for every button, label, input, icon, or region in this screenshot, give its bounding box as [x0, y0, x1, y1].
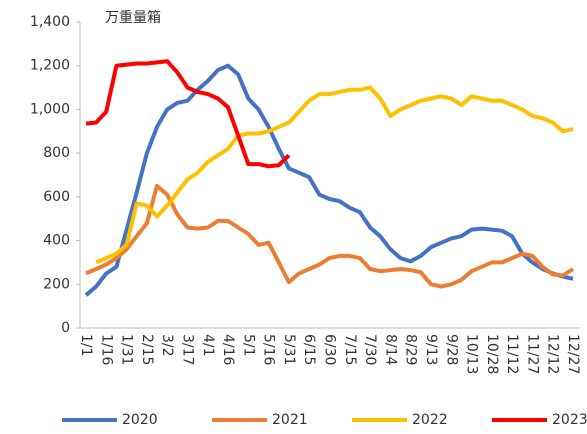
x-tick-label: 8/14 — [382, 334, 398, 366]
y-tick-label: 1,200 — [30, 58, 70, 74]
x-tick-label: 7/15 — [342, 334, 358, 365]
x-tick-label: 5/1 — [240, 334, 256, 357]
x-tick-label: 9/13 — [423, 334, 439, 365]
y-tick-label: 1,000 — [30, 101, 70, 117]
legend-label: 2021 — [272, 412, 308, 428]
x-tick-label: 1/16 — [98, 334, 114, 366]
x-tick-label: 2/15 — [139, 334, 155, 365]
y-tick-label: 0 — [61, 320, 70, 336]
y-tick-label: 600 — [43, 189, 70, 205]
x-tick-label: 1/31 — [119, 334, 135, 365]
annotation: 万重量箱 — [105, 10, 161, 26]
y-tick-label: 1,400 — [30, 14, 70, 30]
series-line — [85, 183, 575, 289]
legend-label: 2020 — [122, 412, 158, 428]
y-tick-label: 400 — [43, 233, 70, 249]
series-line — [85, 59, 291, 169]
x-tick-label: 5/16 — [261, 334, 277, 366]
x-tick-label: 10/28 — [484, 334, 500, 374]
legend-label: 2022 — [412, 412, 448, 428]
y-tick-label: 800 — [43, 145, 70, 161]
x-tick-label: 9/28 — [443, 334, 459, 365]
x-tick-label: 4/16 — [220, 334, 236, 366]
series-line — [84, 63, 574, 297]
x-tick-label: 7/30 — [362, 334, 378, 365]
x-tick-label: 6/30 — [322, 334, 338, 365]
x-tick-label: 4/1 — [200, 334, 216, 357]
x-tick-label: 10/13 — [464, 334, 480, 374]
x-tick-label: 3/2 — [159, 334, 175, 357]
x-tick-label: 8/29 — [403, 334, 419, 365]
x-tick-label: 11/12 — [504, 334, 520, 374]
x-tick-label: 12/12 — [545, 334, 561, 374]
series-line — [95, 85, 574, 265]
x-tick-label: 1/1 — [78, 334, 94, 357]
x-tick-label: 5/31 — [281, 334, 297, 365]
legend-label: 2023 — [552, 412, 587, 428]
x-tick-label: 12/27 — [565, 334, 581, 374]
x-tick-label: 3/17 — [179, 334, 195, 365]
x-tick-label: 11/27 — [524, 334, 540, 374]
x-tick-label: 6/15 — [301, 334, 317, 365]
y-tick-label: 200 — [43, 276, 70, 292]
